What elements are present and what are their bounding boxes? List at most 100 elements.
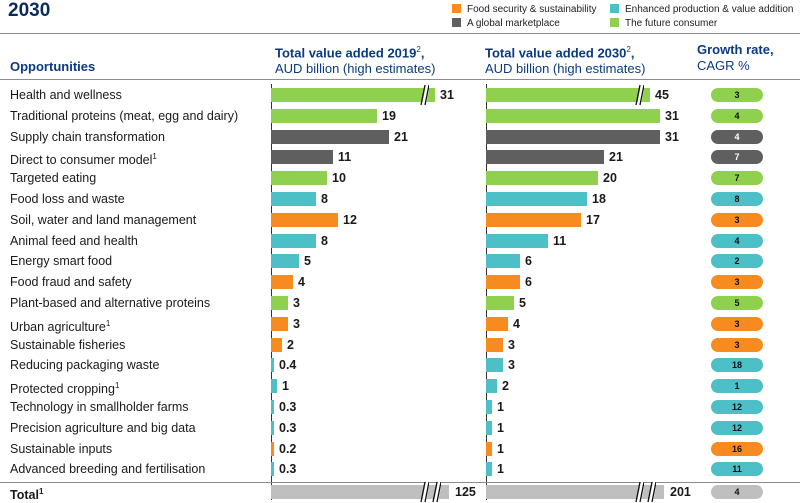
legend-swatch xyxy=(452,18,461,27)
cagr-pill: 3 xyxy=(711,275,763,290)
legend-swatch xyxy=(452,4,461,13)
value-label-2030: 1 xyxy=(497,441,504,456)
bar-2019 xyxy=(271,462,274,477)
category-text: Urban agriculture xyxy=(10,319,106,334)
cagr-pill: 7 xyxy=(711,150,763,165)
value-label-2030: 31 xyxy=(665,129,679,144)
total-bar-2030 xyxy=(486,485,664,500)
category-text: Direct to consumer model xyxy=(10,153,153,168)
category-label: Sustainable inputs xyxy=(10,442,112,456)
legend-swatch xyxy=(610,4,619,13)
legend-swatch xyxy=(610,18,619,27)
category-text: Targeted eating xyxy=(10,171,97,186)
total-cagr-pill: 4 xyxy=(711,485,763,500)
footnote-marker: 1 xyxy=(105,318,111,328)
bar-2019 xyxy=(271,150,333,165)
total-value-2030: 201 xyxy=(670,485,691,500)
bar-2019 xyxy=(271,441,274,456)
value-label-2019: 4 xyxy=(298,275,305,290)
value-label-2030: 1 xyxy=(497,420,504,435)
category-text: Soil, water and land management xyxy=(10,212,197,227)
category-label: Protected cropping1 xyxy=(10,379,119,396)
total-bar-2019 xyxy=(271,485,449,500)
value-label-2030: 45 xyxy=(655,88,669,102)
value-label-2019: 21 xyxy=(394,129,408,144)
cagr-pill: 18 xyxy=(711,358,763,373)
value-label-2030: 31 xyxy=(665,108,679,123)
bar-2019 xyxy=(271,212,338,227)
category-text: Reducing packaging waste xyxy=(10,358,160,373)
value-label-2030: 1 xyxy=(497,462,504,477)
axis-break-mark xyxy=(635,84,644,106)
value-label-2030: 5 xyxy=(519,296,526,310)
value-label-2019: 11 xyxy=(338,150,352,165)
value-label-2019: 31 xyxy=(440,88,454,102)
bar-2030 xyxy=(486,441,492,456)
category-text: Sustainable inputs xyxy=(10,441,113,456)
bar-2030 xyxy=(486,296,514,310)
category-label: Food loss and waste xyxy=(10,192,125,206)
category-label: Technology in smallholder farms xyxy=(10,400,189,414)
category-text: Advanced breeding and fertilisation xyxy=(10,462,206,477)
bar-2030 xyxy=(486,88,650,102)
value-label-2030: 3 xyxy=(508,358,515,373)
growth-rate-header: Growth rate, CAGR % xyxy=(697,42,774,73)
bar-2019 xyxy=(271,129,389,144)
legend-item-global-marketplace: A global marketplace xyxy=(452,18,560,29)
category-text: Traditional proteins (meat, egg and dair… xyxy=(10,108,239,123)
cagr-pill: 4 xyxy=(711,233,763,248)
value-label-2019: 3 xyxy=(293,296,300,310)
value-label-2030: 1 xyxy=(497,400,504,414)
axis-2019 xyxy=(271,84,272,500)
value-label-2019: 5 xyxy=(304,254,311,269)
cagr-pill: 11 xyxy=(711,462,763,477)
category-text: Plant-based and alternative proteins xyxy=(10,296,211,310)
bar-2019 xyxy=(271,192,316,206)
header-bottom-rule xyxy=(0,79,800,80)
col-2019-header: Total value added 20192, AUD billion (hig… xyxy=(275,45,436,77)
category-text: Animal feed and health xyxy=(10,233,138,248)
bar-2019 xyxy=(271,379,277,394)
cagr-pill: 1 xyxy=(711,379,763,394)
legend-item-food-security: Food security & sustainability xyxy=(452,4,597,15)
cagr-pill: 12 xyxy=(711,420,763,435)
legend-label: Food security & sustainability xyxy=(467,4,597,15)
category-text: Technology in smallholder farms xyxy=(10,400,189,414)
category-label: Precision agriculture and big data xyxy=(10,421,196,435)
category-text: Protected cropping xyxy=(10,382,115,397)
footnote-marker: 1 xyxy=(152,152,157,162)
legend: Food security & sustainability Enhanced … xyxy=(452,4,800,34)
category-text: Precision agriculture and big data xyxy=(10,420,196,435)
axis-break-mark xyxy=(420,482,429,503)
opportunities-header: Opportunities xyxy=(10,59,96,74)
cagr-pill: 3 xyxy=(711,316,763,331)
category-label: Targeted eating xyxy=(10,171,96,185)
bar-2030 xyxy=(486,275,520,290)
bar-2019 xyxy=(271,420,274,435)
footnote-marker: 1 xyxy=(114,381,120,391)
category-text: Sustainable fisheries xyxy=(10,337,126,352)
category-text: Food loss and waste xyxy=(10,192,125,206)
bar-2030 xyxy=(486,108,660,123)
bar-2030 xyxy=(486,337,503,352)
axis-break-mark xyxy=(432,482,441,503)
bar-2019 xyxy=(271,233,316,248)
cagr-pill: 7 xyxy=(711,171,763,186)
value-label-2030: 3 xyxy=(508,337,515,352)
cagr-pill: 3 xyxy=(711,212,763,227)
col-2030-header: Total value added 20302, AUD billion (hig… xyxy=(485,45,646,77)
total-rule xyxy=(0,482,800,484)
cagr-pill: 4 xyxy=(711,129,763,144)
category-label: Energy smart food xyxy=(10,254,112,268)
bar-2030 xyxy=(486,316,508,331)
value-label-2019: 0.2 xyxy=(279,441,297,456)
category-label: Traditional proteins (meat, egg and dair… xyxy=(10,109,238,123)
category-label: Reducing packaging waste xyxy=(10,358,159,372)
bar-2030 xyxy=(486,420,492,435)
category-text: Energy smart food xyxy=(10,254,113,269)
bar-2019 xyxy=(271,316,288,331)
legend-label: A global marketplace xyxy=(467,18,560,29)
category-label: Health and wellness xyxy=(10,88,122,102)
value-label-2019: 2 xyxy=(287,337,294,352)
